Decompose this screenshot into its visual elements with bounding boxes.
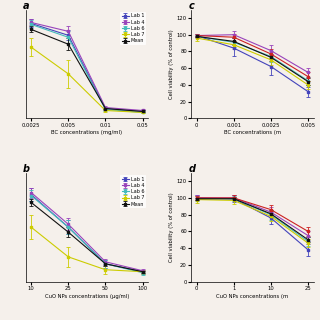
Y-axis label: Cell viability (% of control): Cell viability (% of control) [169,192,174,262]
Legend: Lab 1, Lab 4, Lab 6, Lab 7, Mean: Lab 1, Lab 4, Lab 6, Lab 7, Mean [120,12,146,45]
X-axis label: CuO NPs concentrations (μg/ml): CuO NPs concentrations (μg/ml) [45,293,129,299]
X-axis label: CuO NPs concentrations (m: CuO NPs concentrations (m [216,293,288,299]
Text: d: d [188,164,196,174]
Y-axis label: Cell viability (% of control): Cell viability (% of control) [169,29,174,99]
Text: a: a [23,1,30,11]
X-axis label: BC concentrations (mg/ml): BC concentrations (mg/ml) [51,130,123,135]
Text: c: c [188,1,194,11]
X-axis label: BC concentrations (m: BC concentrations (m [224,130,281,135]
Text: b: b [23,164,30,174]
Legend: Lab 1, Lab 4, Lab 6, Lab 7, Mean: Lab 1, Lab 4, Lab 6, Lab 7, Mean [120,175,146,208]
